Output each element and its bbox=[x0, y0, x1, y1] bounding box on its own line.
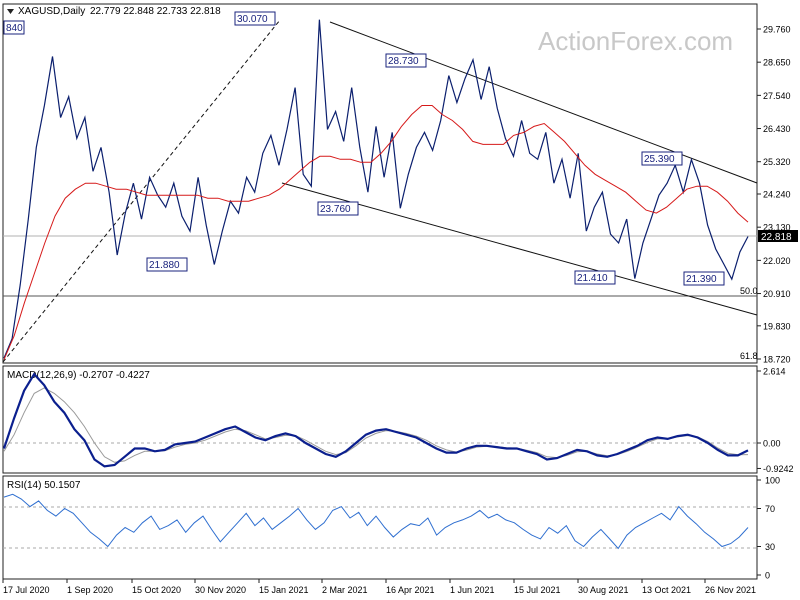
date-tick-label: 26 Nov 2021 bbox=[705, 585, 756, 595]
upper-channel-line bbox=[329, 21, 758, 184]
ohlc-label: 22.779 22.848 22.733 22.818 bbox=[90, 6, 221, 17]
svg-text:25.390: 25.390 bbox=[644, 154, 675, 165]
annotation-840: 840 bbox=[3, 20, 25, 35]
price-tick-label: 24.240 bbox=[763, 190, 791, 200]
macd-panel-frame bbox=[2, 365, 758, 474]
price-tick-label: 23.130 bbox=[763, 223, 791, 233]
date-tick-label: 15 Oct 2020 bbox=[132, 585, 181, 595]
date-tick-label: 17 Jul 2020 bbox=[3, 585, 50, 595]
svg-text:23.760: 23.760 bbox=[320, 204, 351, 215]
price-tick-label: 18.720 bbox=[763, 355, 791, 365]
annotation-28730: 28.730 bbox=[385, 53, 427, 68]
svg-text:22.818: 22.818 bbox=[761, 232, 792, 243]
rsi-tick-label: 0 bbox=[765, 571, 770, 581]
rsi-title: RSI(14) 50.1507 bbox=[7, 480, 81, 491]
symbol-header: XAGUSD,Daily 22.779 22.848 22.733 22.818 bbox=[7, 6, 221, 17]
macd-axis: 2.614 0.00 -0.9242 bbox=[757, 367, 794, 474]
date-axis: 17 Jul 2020 1 Sep 2020 15 Oct 2020 30 Nov 2… bbox=[2, 579, 756, 595]
rsi-tick-label: 30 bbox=[765, 542, 775, 552]
date-tick-label: 2 Mar 2021 bbox=[322, 585, 368, 595]
price-tick-label: 28.650 bbox=[763, 58, 791, 68]
macd-tick-label: -0.9242 bbox=[763, 464, 794, 474]
price-tick-label: 19.830 bbox=[763, 321, 791, 331]
date-tick-label: 16 Apr 2021 bbox=[386, 585, 435, 595]
svg-text:21.880: 21.880 bbox=[149, 260, 180, 271]
svg-text:21.410: 21.410 bbox=[577, 273, 608, 284]
annotation-23760: 23.760 bbox=[317, 201, 359, 216]
price-series-line bbox=[3, 19, 749, 359]
price-tick-label: 29.760 bbox=[763, 25, 791, 35]
macd-signal-line bbox=[3, 387, 749, 463]
price-tick-label: 25.320 bbox=[763, 157, 791, 167]
moving-average-line bbox=[3, 105, 749, 360]
svg-text:840: 840 bbox=[6, 23, 23, 34]
date-tick-label: 15 Jan 2021 bbox=[259, 585, 309, 595]
rsi-line bbox=[3, 493, 749, 550]
svg-text:30.070: 30.070 bbox=[237, 14, 268, 25]
macd-line bbox=[2, 372, 749, 468]
date-tick-label: 1 Jun 2021 bbox=[450, 585, 495, 595]
rsi-panel-frame bbox=[2, 475, 758, 580]
lower-channel-line bbox=[281, 182, 758, 316]
annotation-21880: 21.880 bbox=[146, 257, 188, 272]
rsi-tick-label: 100 bbox=[765, 476, 780, 486]
annotation-21390: 21.390 bbox=[683, 271, 725, 286]
price-tick-label: 20.910 bbox=[763, 289, 791, 299]
date-tick-label: 13 Oct 2021 bbox=[642, 585, 691, 595]
price-tick-label: 26.430 bbox=[763, 124, 791, 134]
current-price-tag: 22.818 bbox=[758, 230, 798, 243]
date-tick-label: 30 Aug 2021 bbox=[578, 585, 629, 595]
annotation-21410: 21.410 bbox=[574, 270, 616, 285]
dashed-trend-line bbox=[2, 19, 281, 363]
fib-618-label: 61.8 bbox=[740, 351, 758, 361]
svg-text:21.390: 21.390 bbox=[686, 274, 717, 285]
macd-title: MACD(12,26,9) -0.2707 -0.4227 bbox=[7, 370, 150, 381]
annotation-30070: 30.070 bbox=[234, 11, 276, 26]
rsi-axis: 100 70 30 0 bbox=[757, 476, 780, 581]
date-tick-label: 15 Jul 2021 bbox=[514, 585, 561, 595]
svg-text:28.730: 28.730 bbox=[388, 56, 419, 67]
annotation-25390: 25.390 bbox=[641, 151, 683, 166]
price-panel-frame bbox=[2, 3, 758, 364]
fib-50-label: 50.0 bbox=[740, 286, 758, 296]
date-tick-label: 1 Sep 2020 bbox=[67, 585, 113, 595]
price-tick-label: 22.020 bbox=[763, 256, 791, 266]
watermark: ActionForex.com bbox=[538, 26, 733, 56]
macd-tick-label: 2.614 bbox=[763, 367, 786, 377]
price-tick-label: 27.540 bbox=[763, 91, 791, 101]
symbol-label: XAGUSD,Daily bbox=[18, 6, 85, 17]
price-axis: 29.760 28.650 27.540 26.430 25.320 24.240 23.1… bbox=[757, 25, 791, 365]
date-tick-label: 30 Nov 2020 bbox=[195, 585, 246, 595]
rsi-tick-label: 70 bbox=[765, 504, 775, 514]
macd-tick-label: 0.00 bbox=[763, 439, 781, 449]
